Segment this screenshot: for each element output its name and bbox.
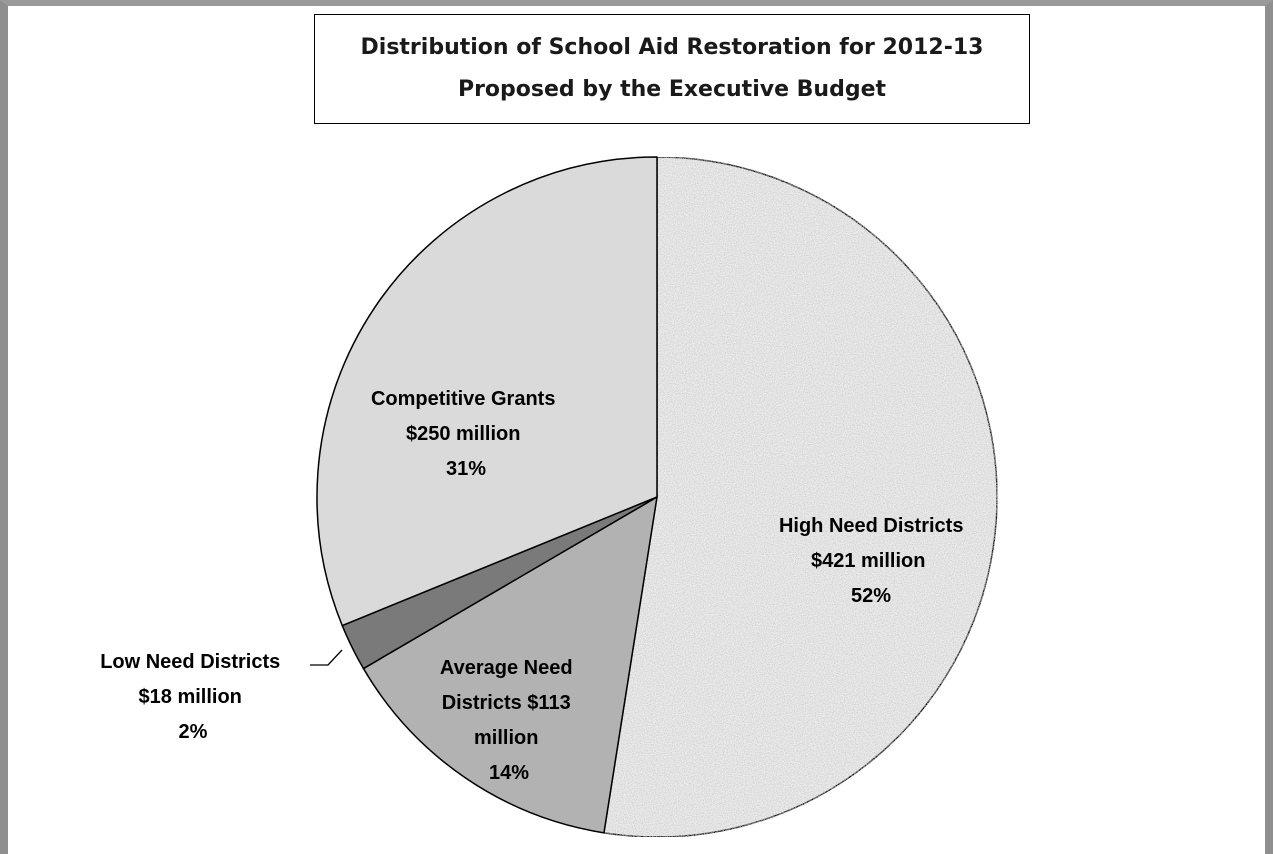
label-competitive-grants: Competitive Grants $250 million 31% bbox=[371, 388, 561, 480]
average-need-percent: 14% bbox=[489, 762, 529, 784]
slice-average-need bbox=[362, 496, 658, 834]
competitive-grants-name: Competitive Grants bbox=[371, 388, 555, 410]
average-need-line2: Districts $113 bbox=[442, 692, 571, 714]
chart-title-box: Distribution of School Aid Restoration f… bbox=[314, 14, 1030, 124]
chart-title: Distribution of School Aid Restoration f… bbox=[360, 35, 984, 60]
label-low-need: Low Need Districts $18 million 2% bbox=[100, 651, 286, 743]
high-need-value: $421 million bbox=[811, 550, 926, 572]
low-need-value: $18 million bbox=[139, 686, 242, 708]
competitive-grants-value: $250 million bbox=[406, 423, 521, 445]
average-need-line3: million bbox=[474, 727, 538, 749]
slice-high-need bbox=[603, 156, 998, 838]
low-need-percent: 2% bbox=[179, 721, 208, 743]
slice-competitive-grants bbox=[316, 156, 658, 627]
low-need-leader-line bbox=[310, 649, 343, 666]
label-high-need: High Need Districts $421 million 52% bbox=[779, 515, 969, 607]
label-average-need: Average Need Districts $113 million 14% bbox=[440, 657, 578, 784]
high-need-percent: 52% bbox=[851, 585, 891, 607]
competitive-grants-percent: 31% bbox=[446, 458, 486, 480]
pie-slices bbox=[316, 156, 998, 838]
average-need-line1: Average Need bbox=[440, 657, 573, 679]
high-need-name: High Need Districts bbox=[779, 515, 963, 537]
low-need-name: Low Need Districts bbox=[100, 651, 280, 673]
chart-subtitle: Proposed by the Executive Budget bbox=[457, 77, 887, 102]
